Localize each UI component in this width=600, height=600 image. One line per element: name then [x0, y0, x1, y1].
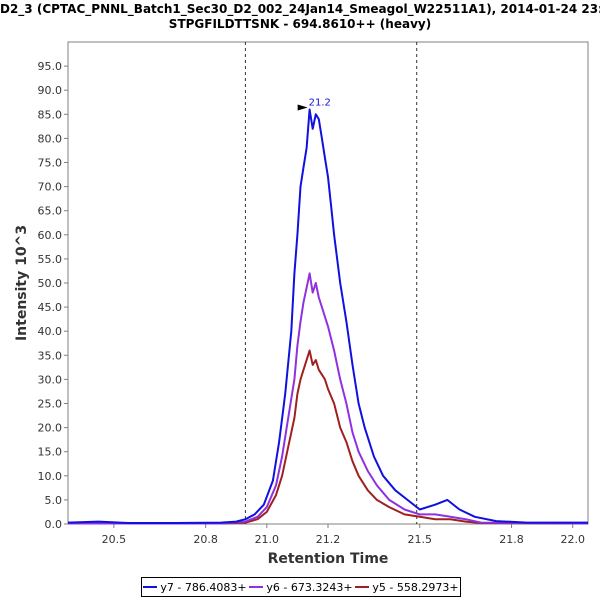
- y-tick-label: 55.0: [38, 253, 63, 266]
- legend-swatch-y6: [249, 586, 264, 588]
- legend-item-y5: y5 - 558.2973+: [355, 580, 459, 594]
- y-tick-label: 0.0: [45, 518, 63, 531]
- y-tick-label: 40.0: [38, 325, 63, 338]
- y-tick-label: 30.0: [38, 373, 63, 386]
- series-line: [68, 349, 589, 525]
- legend-item-y7: y7 - 786.4083+: [143, 580, 247, 594]
- legend-label-y5: y5 - 558.2973+: [372, 580, 459, 594]
- series-line: [68, 272, 589, 525]
- peak-annotation: 21.2: [297, 97, 331, 111]
- y-tick-label: 95.0: [38, 60, 63, 73]
- y-tick-label: 35.0: [38, 349, 63, 362]
- plot-area: [67, 41, 589, 525]
- x-axis-label: Retention Time: [268, 551, 389, 567]
- y-axis: 0.0 5.0 10.0 15.0 20.0 25.0 30.0 35.0 40.0 45.0 50…: [38, 60, 68, 531]
- y-tick-label: 25.0: [38, 398, 63, 411]
- x-tick-label: 22.0: [560, 533, 585, 546]
- y-tick-label: 50.0: [38, 277, 63, 290]
- y-tick-label: 90.0: [38, 84, 63, 97]
- legend-item-y6: y6 - 673.3243+: [249, 580, 353, 594]
- x-tick-label: 21.5: [408, 533, 433, 546]
- x-tick-label: 21.8: [499, 533, 524, 546]
- y-tick-label: 65.0: [38, 205, 63, 218]
- legend-swatch-y5: [355, 586, 370, 588]
- series-group: [67, 108, 589, 525]
- y-tick-label: 80.0: [38, 132, 63, 145]
- chart-title: D2_3 (CPTAC_PNNL_Batch1_Sec30_D2_002_24J…: [0, 2, 600, 16]
- y-tick-label: 85.0: [38, 108, 63, 121]
- chart-subtitle: STPGFILDTTSNK - 694.8610++ (heavy): [168, 17, 432, 31]
- y-axis-label: Intensity 10^3: [14, 225, 30, 341]
- x-tick-label: 20.5: [102, 533, 127, 546]
- y-tick-label: 45.0: [38, 301, 63, 314]
- x-tick-label: 21.0: [255, 533, 280, 546]
- series-line: [67, 108, 588, 524]
- legend: y7 - 786.4083+ y6 - 673.3243+ y5 - 558.2…: [141, 577, 461, 597]
- x-tick-label: 21.2: [316, 533, 341, 546]
- y-tick-label: 60.0: [38, 229, 63, 242]
- y-tick-label: 70.0: [38, 181, 63, 194]
- legend-label-y6: y6 - 673.3243+: [266, 580, 353, 594]
- y-tick-label: 75.0: [38, 157, 63, 170]
- peak-marker-icon: [297, 104, 308, 111]
- x-tick-label: 20.8: [193, 533, 218, 546]
- y-tick-label: 5.0: [45, 494, 63, 507]
- integration-boundaries: [244, 42, 418, 524]
- peak-label: 21.2: [309, 97, 331, 108]
- legend-swatch-y7: [143, 586, 158, 588]
- x-axis: 20.5 20.8 21.0 21.2 21.5 21.8 22.0: [102, 524, 585, 546]
- y-tick-label: 10.0: [38, 470, 63, 483]
- y-tick-label: 20.0: [38, 422, 63, 435]
- y-tick-label: 15.0: [38, 446, 63, 459]
- legend-label-y7: y7 - 786.4083+: [160, 580, 247, 594]
